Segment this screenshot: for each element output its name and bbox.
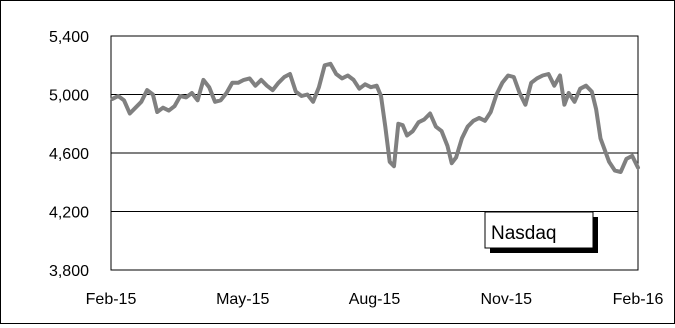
x-tick-label: Nov-15 [480, 291, 532, 308]
x-tick-label: May-15 [216, 291, 269, 308]
plot-area [110, 35, 639, 271]
legend-label: Nasdaq [491, 223, 557, 244]
legend: Nasdaq [484, 211, 598, 253]
series-line-nasdaq [110, 61, 640, 174]
x-axis-ticks: Feb-15 May-15 Aug-15 Nov-15 Feb-16 [86, 291, 664, 308]
y-tick-label: 4,200 [49, 205, 89, 222]
y-tick-label: 3,800 [49, 263, 89, 280]
y-axis-ticks: 3,800 4,200 4,600 5,000 5,400 [49, 29, 89, 280]
y-tick-label: 4,600 [49, 146, 89, 163]
legend-box [484, 211, 594, 249]
x-tick-label: Aug-15 [349, 291, 401, 308]
grid-layer [111, 94, 638, 212]
x-tick-label: Feb-15 [86, 291, 137, 308]
y-tick-label: 5,000 [49, 88, 89, 105]
y-tick-label: 5,400 [49, 29, 89, 46]
x-tick-label: Feb-16 [613, 291, 664, 308]
series-layer [110, 61, 640, 174]
nasdaq-line-chart: 3,800 4,200 4,600 5,000 5,400 Feb-15 May-15 Au… [49, 29, 664, 308]
